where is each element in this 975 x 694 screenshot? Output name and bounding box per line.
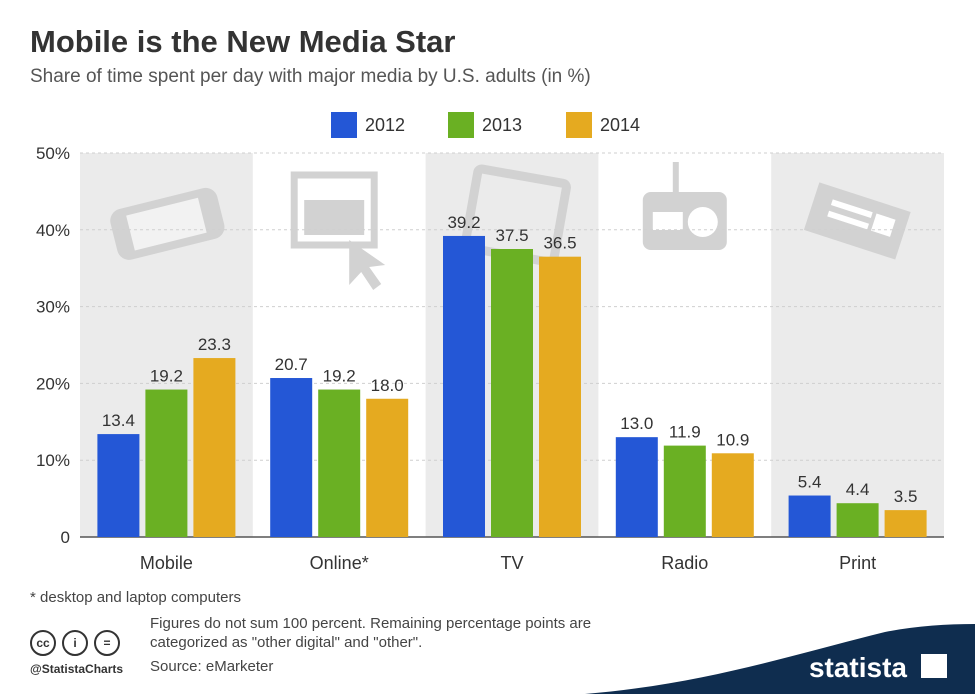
legend-label-2012: 2012 (365, 114, 406, 135)
bar-value-label: 13.0 (620, 414, 653, 433)
bar-2013 (491, 249, 533, 537)
smartphone-icon (110, 187, 225, 260)
bar-2013 (836, 503, 879, 537)
chart-title: Mobile is the New Media Star (30, 24, 456, 59)
bar-2012 (443, 235, 485, 537)
license-icons: cc i = (30, 630, 126, 656)
y-tick-label: 10% (36, 451, 70, 470)
no-derivatives-icon: = (94, 630, 120, 656)
bar-2012 (615, 437, 658, 537)
bar-2013 (318, 389, 361, 537)
x-category-label: Online* (310, 553, 369, 573)
bar-value-label: 19.2 (150, 367, 183, 386)
y-tick-label: 40% (36, 221, 70, 240)
bar-value-label: 5.4 (798, 473, 822, 492)
legend-item-2014: 2014 (566, 112, 640, 138)
bar-value-label: 19.2 (323, 367, 356, 386)
cc-icon: cc (30, 630, 56, 656)
bar-2014 (711, 453, 754, 537)
legend: 2012 2013 2014 (0, 112, 975, 138)
statista-handle: @StatistaCharts (30, 662, 124, 676)
bar-value-label: 13.4 (102, 411, 135, 430)
bar-value-label: 39.2 (447, 213, 480, 232)
bar-value-label: 36.5 (543, 234, 576, 253)
monitor-cursor-icon (290, 171, 386, 290)
bar-value-label: 37.5 (495, 226, 528, 245)
bar-2013 (145, 389, 188, 537)
brand-logo-text: statista (808, 652, 907, 683)
bar-value-label: 11.9 (669, 423, 701, 442)
y-tick-label: 30% (36, 298, 70, 317)
brand-banner (585, 624, 975, 694)
bar-value-label: 18.0 (371, 376, 404, 395)
legend-swatch-2012 (331, 112, 357, 138)
legend-item-2013: 2013 (448, 112, 522, 138)
radio-icon (642, 162, 727, 250)
legend-label-2014: 2014 (600, 114, 641, 135)
bar-value-label: 20.7 (275, 355, 308, 374)
brand-logo-icon (921, 654, 947, 678)
bar-2012 (97, 434, 140, 537)
newspaper-icon (803, 182, 911, 260)
x-category-label: Print (839, 553, 876, 573)
bar-2014 (539, 256, 581, 537)
chart-subtitle: Share of time spent per day with major m… (30, 66, 591, 87)
source: Source: eMarketer (150, 658, 274, 675)
y-tick-label: 20% (36, 374, 70, 393)
y-tick-label: 50% (36, 144, 70, 163)
legend-swatch-2014 (566, 112, 592, 138)
bar-2012 (270, 378, 313, 537)
bar-2012 (788, 495, 831, 537)
bar-value-label: 10.9 (716, 430, 749, 449)
attribution-icon: i (62, 630, 88, 656)
bar-2013 (663, 445, 706, 537)
x-category-label: Mobile (140, 553, 193, 573)
y-tick-label: 0 (61, 528, 70, 547)
footnote: * desktop and laptop computers (30, 589, 241, 606)
bar-2014 (884, 510, 927, 537)
x-category-label: TV (500, 553, 523, 573)
legend-swatch-2013 (448, 112, 474, 138)
note: Figures do not sum 100 percent. Remainin… (150, 615, 592, 651)
bar-value-label: 23.3 (198, 335, 231, 354)
bar-value-label: 3.5 (894, 487, 918, 506)
legend-item-2012: 2012 (331, 112, 405, 138)
bar-chart: 0 10% 20% 30% 40% 50% 13.4 19.2 23.3 Mobile 20.7 19… (36, 144, 944, 573)
bar-2014 (193, 358, 236, 537)
bar-2014 (366, 398, 409, 537)
bar-value-label: 4.4 (846, 480, 870, 499)
legend-label-2013: 2013 (482, 114, 523, 135)
x-category-label: Radio (661, 553, 708, 573)
